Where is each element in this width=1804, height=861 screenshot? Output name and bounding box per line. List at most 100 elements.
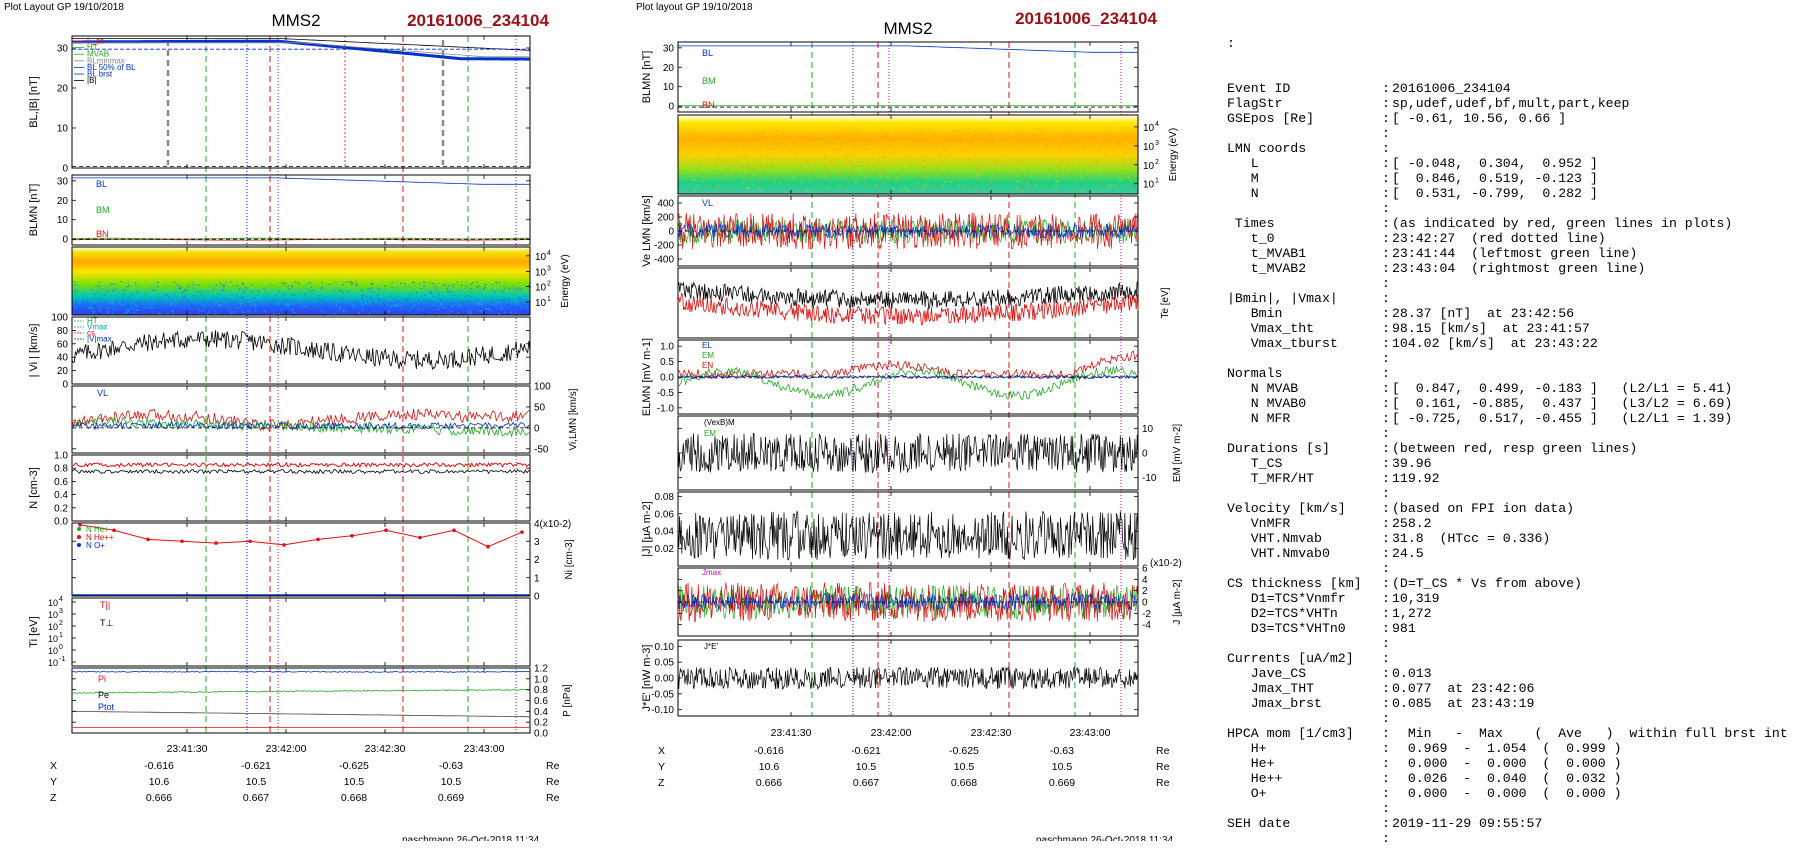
spectrogram-pixel — [106, 311, 109, 313]
spectrogram-pixel — [524, 284, 526, 286]
spectrogram-pixel — [456, 281, 459, 283]
spectrogram-pixel — [865, 140, 868, 142]
spectrogram-pixel — [147, 299, 150, 301]
summary-row: t_MVAB1:23:41:44 (leftmost green line) — [1227, 246, 1802, 261]
spectrogram-pixel — [443, 304, 445, 306]
spectrogram-pixel — [678, 150, 681, 152]
spectrogram-pixel — [412, 313, 415, 315]
spectrogram-pixel — [91, 287, 93, 289]
spectrogram-pixel — [691, 178, 694, 180]
spectrogram-pixel — [79, 302, 82, 304]
summary-row: Jmax_THT:0.077 at 23:42:06 — [1227, 681, 1802, 696]
legend-label: HT — [87, 317, 98, 326]
spectrogram-pixel — [505, 292, 508, 295]
pos-value: -0.625 — [949, 745, 979, 757]
spectrogram-pixel — [390, 306, 392, 308]
spectrogram-pixel — [252, 302, 254, 304]
spectrogram-pixel — [736, 170, 739, 173]
spectrogram-pixel — [696, 141, 699, 143]
spectrogram-pixel — [1113, 157, 1116, 159]
panel-frame — [71, 316, 531, 385]
summary-colon: : — [1382, 726, 1390, 741]
spectrogram-pixel — [789, 149, 792, 151]
spectrogram-pixel — [113, 309, 116, 312]
spectrogram-pixel — [432, 296, 435, 298]
spectrogram-pixel — [86, 300, 89, 302]
spectrogram-pixel — [206, 313, 209, 315]
data-point — [282, 543, 286, 547]
spectrogram-pixel — [204, 309, 206, 311]
spectrogram-pixel — [242, 296, 244, 298]
spectrogram-pixel — [391, 312, 394, 314]
spectrogram-pixel — [111, 299, 114, 302]
spectrogram-pixel — [339, 304, 341, 306]
pos-value: 10.5 — [856, 761, 877, 773]
spectrogram-pixel — [371, 298, 373, 300]
spectrogram-pixel — [1121, 159, 1124, 161]
spectrogram-pixel — [470, 296, 473, 298]
spectrogram-pixel — [457, 312, 460, 314]
spectrogram-pixel — [809, 179, 812, 181]
spectrogram-pixel — [98, 310, 101, 313]
y-tick-exponent: 1 — [59, 632, 63, 639]
spectrogram-pixel — [1019, 134, 1022, 136]
spectrogram-pixel — [202, 305, 205, 307]
summary-value: sp,udef,udef,bf,mult,part,keep — [1392, 96, 1630, 111]
series-J-dot-E — [677, 666, 1139, 691]
spectrogram-pixel — [122, 308, 125, 310]
spectrogram-pixel — [441, 285, 444, 287]
figure-title: MMS2 — [271, 11, 320, 30]
panel-frame — [71, 667, 531, 734]
spectrogram-pixel — [415, 283, 417, 285]
spectrogram-pixel — [427, 295, 429, 297]
summary-key: Currents [uA/m2] — [1227, 651, 1354, 666]
spectrogram-pixel — [762, 132, 765, 134]
spectrogram-pixel — [735, 148, 738, 150]
spectrogram-pixel — [120, 281, 122, 283]
spectrogram-pixel — [752, 183, 755, 185]
spectrogram-pixel — [906, 189, 909, 191]
spectrogram-pixel — [1074, 153, 1077, 155]
spectrogram-pixel — [344, 297, 347, 299]
legend-label: EL — [702, 341, 712, 350]
spectrogram-pixel — [1055, 168, 1058, 170]
spectrogram-pixel — [795, 175, 798, 177]
spectrogram-pixel — [151, 311, 153, 313]
spectrogram-pixel — [827, 148, 830, 150]
spectrogram-pixel — [992, 141, 995, 143]
spectrogram-pixel — [276, 294, 279, 296]
spectrogram-pixel — [267, 283, 270, 285]
spectrogram-pixel — [888, 139, 891, 141]
spectrogram-pixel — [752, 135, 755, 137]
spectrogram-pixel — [342, 299, 345, 301]
pos-value: 0.668 — [951, 777, 977, 789]
y-axis-label: J*E' [nW m-3] — [641, 645, 653, 712]
y-axis-label: Energy (eV) — [1168, 128, 1179, 181]
spectrogram-pixel — [112, 298, 115, 300]
spectrogram-pixel — [219, 292, 221, 294]
spectrogram-pixel — [450, 310, 452, 312]
spectrogram-pixel — [255, 304, 257, 306]
spectrogram-pixel — [735, 129, 738, 132]
spectrogram-pixel — [435, 305, 437, 307]
spectrogram-pixel — [873, 131, 876, 133]
spectrogram-pixel — [784, 158, 787, 160]
spectrogram-pixel — [312, 294, 315, 296]
spectrogram-pixel — [163, 295, 166, 297]
summary-value: [ 0.847, 0.499, -0.183 ] (L2/L1 = 5.41) — [1392, 381, 1733, 396]
spectrogram-pixel — [361, 304, 363, 306]
spectrogram-pixel — [72, 285, 75, 287]
spectrogram-pixel — [945, 136, 948, 138]
y-tick-exponent: 2 — [1155, 159, 1159, 166]
y-axis-label: BLMN [nT] — [641, 51, 653, 104]
spectrogram-pixel — [935, 144, 938, 146]
spectrogram-pixel — [1081, 188, 1084, 190]
summary-value: 31.8 (HTcc = 0.336) — [1392, 531, 1551, 546]
spectrogram-pixel — [271, 284, 273, 286]
spectrogram-pixel — [845, 190, 848, 192]
spectrogram-pixel — [974, 189, 977, 191]
spectrogram-pixel — [735, 150, 738, 152]
spectrogram-pixel — [456, 298, 459, 301]
spectrogram-pixel — [159, 297, 161, 299]
spectrogram-pixel — [883, 181, 885, 183]
